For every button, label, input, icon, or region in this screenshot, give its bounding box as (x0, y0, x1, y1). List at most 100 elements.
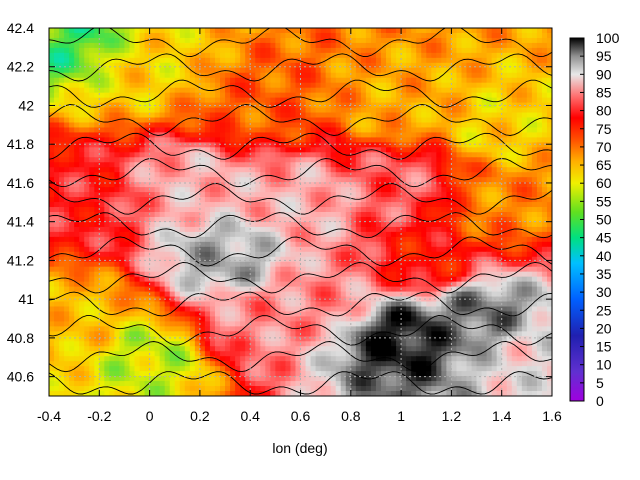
heatmap-cell (250, 57, 256, 64)
heatmap-cell (360, 202, 367, 208)
heatmap-cell (235, 28, 241, 34)
heatmap-cell (441, 271, 447, 278)
heatmap-cell (476, 241, 483, 248)
heatmap-cell (69, 117, 75, 124)
heatmap-cell (380, 82, 387, 89)
heatmap-cell (446, 107, 452, 114)
heatmap-cell (526, 127, 533, 134)
heatmap-cell (179, 62, 186, 69)
heatmap-cell (416, 137, 422, 143)
heatmap-cell (214, 207, 221, 213)
heatmap-cell (340, 102, 347, 109)
heatmap-cell (189, 187, 196, 193)
heatmap-cell (119, 152, 126, 158)
heatmap-cell (240, 256, 246, 263)
heatmap-cell (114, 152, 121, 158)
heatmap-cell (461, 82, 468, 89)
heatmap-cell (380, 261, 387, 268)
heatmap-cell (159, 251, 166, 258)
heatmap-cell (335, 207, 342, 213)
heatmap-cell (526, 142, 533, 148)
heatmap-cell (441, 177, 447, 183)
heatmap-cell (260, 236, 266, 243)
heatmap-cell (431, 266, 437, 273)
heatmap-cell (391, 127, 397, 134)
heatmap-cell (436, 92, 442, 99)
heatmap-cell (325, 52, 332, 59)
heatmap-cell (104, 256, 110, 263)
heatmap-cell (194, 127, 201, 134)
heatmap-cell (345, 72, 352, 79)
heatmap-cell (431, 142, 437, 148)
heatmap-cell (260, 226, 266, 233)
heatmap-cell (370, 167, 377, 173)
heatmap-cell (129, 216, 136, 223)
heatmap-cell (486, 82, 493, 89)
heatmap-cell (355, 137, 362, 143)
heatmap-cell (466, 256, 473, 263)
heatmap-cell (315, 152, 322, 158)
heatmap-cell (79, 102, 85, 109)
heatmap-cell (416, 261, 422, 268)
heatmap-cell (169, 251, 176, 258)
heatmap-cell (421, 241, 427, 248)
heatmap-cell (275, 147, 281, 153)
heatmap-cell (325, 102, 332, 109)
heatmap-cell (235, 216, 241, 223)
heatmap-cell (199, 241, 206, 248)
heatmap-cell (476, 187, 483, 193)
heatmap-cell (320, 137, 327, 143)
heatmap-cell (411, 187, 417, 193)
heatmap-cell (285, 52, 292, 59)
heatmap-cell (466, 261, 473, 268)
heatmap-cell (345, 32, 352, 39)
heatmap-cell (315, 212, 322, 218)
heatmap-cell (365, 57, 372, 64)
heatmap-cell (521, 37, 528, 44)
heatmap-cell (481, 167, 488, 173)
heatmap-cell (300, 172, 307, 178)
heatmap-cell (250, 82, 256, 89)
heatmap-cell (300, 202, 307, 208)
heatmap-cell (501, 207, 508, 213)
heatmap-cell (380, 216, 387, 223)
heatmap-cell (69, 226, 75, 233)
heatmap-cell (179, 251, 186, 258)
heatmap-cell (531, 122, 538, 129)
heatmap-cell (396, 157, 402, 163)
heatmap-cell (541, 127, 548, 134)
heatmap-cell (104, 97, 110, 104)
heatmap-cell (350, 52, 357, 59)
heatmap-cell (194, 157, 201, 163)
heatmap-cell (265, 271, 271, 278)
heatmap-cell (300, 107, 307, 114)
heatmap-cell (521, 256, 528, 263)
heatmap-cell (84, 52, 90, 59)
heatmap-cell (330, 77, 337, 84)
heatmap-cell (441, 236, 447, 243)
heatmap-cell (531, 107, 538, 114)
heatmap-cell (265, 28, 271, 34)
heatmap-cell (471, 117, 478, 124)
heatmap-cell (380, 246, 387, 253)
heatmap-cell (59, 32, 65, 39)
heatmap-cell (305, 172, 312, 178)
heatmap-cell (471, 241, 478, 248)
heatmap-cell (511, 236, 518, 243)
heatmap-cell (426, 62, 432, 69)
heatmap-cell (476, 82, 483, 89)
heatmap-cell (74, 207, 80, 213)
heatmap-cell (265, 42, 271, 49)
heatmap-cell (194, 162, 201, 168)
heatmap-cell (89, 236, 95, 243)
heatmap-cell (214, 241, 221, 248)
heatmap-cell (149, 202, 156, 208)
heatmap-cell (119, 87, 126, 94)
heatmap-cell (114, 52, 121, 59)
heatmap-cell (370, 226, 377, 233)
heatmap-cell (230, 256, 236, 263)
heatmap-cell (496, 142, 503, 148)
heatmap-cell (69, 127, 75, 134)
heatmap-cell (350, 207, 357, 213)
heatmap-cell (406, 47, 412, 54)
